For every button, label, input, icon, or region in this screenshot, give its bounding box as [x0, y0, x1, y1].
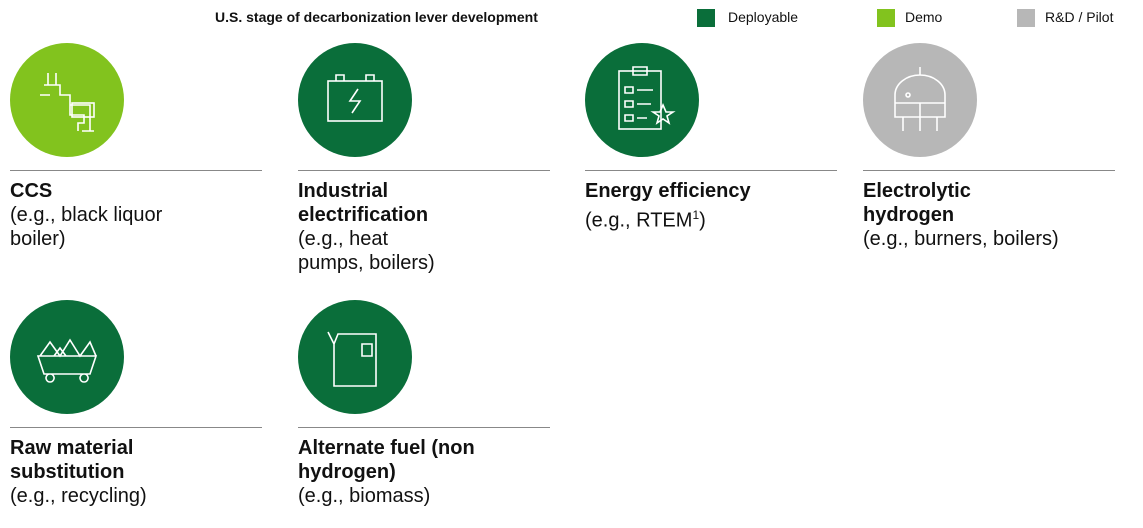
- divider: [585, 170, 837, 171]
- divider: [298, 170, 550, 171]
- lever-title: Electrolytic: [863, 180, 971, 202]
- lever-icon: [10, 43, 124, 157]
- legend-label: Demo: [905, 9, 943, 25]
- lever-example: (e.g., biomass): [298, 484, 475, 508]
- lever-text: Raw material substitution (e.g., recycling…: [10, 436, 147, 508]
- lever-example: (e.g., heat: [298, 227, 435, 251]
- lever-text: Alternate fuel (non hydrogen) (e.g., bioma…: [298, 436, 475, 508]
- lever-card: Alternate fuel (non hydrogen) (e.g., bioma…: [298, 300, 550, 507]
- icon-glyph: [36, 338, 98, 383]
- lever-card: Raw material substitution (e.g., recycling…: [10, 300, 262, 507]
- lever-icon: [298, 43, 412, 157]
- lever-title: hydrogen): [298, 461, 396, 483]
- lever-example: boiler): [10, 227, 162, 251]
- lever-card: Electrolytic hydrogen (e.g., burners, boil…: [863, 43, 1115, 250]
- footnote-ref: 1: [692, 208, 700, 222]
- lever-icon: [298, 300, 412, 414]
- lever-title: CCS: [10, 180, 53, 202]
- example-text: (e.g., RTEM: [585, 209, 693, 232]
- icon-glyph: [327, 331, 377, 387]
- icon-glyph: [327, 74, 383, 122]
- example-text: ): [699, 209, 706, 232]
- lever-text: Industrial electrification (e.g., heat pump…: [298, 179, 435, 275]
- example-text: (e.g., heat: [298, 228, 389, 250]
- lever-text: CCS (e.g., black liquor boiler): [10, 179, 162, 251]
- icon-glyph: [894, 67, 946, 131]
- lever-card: Energy efficiency (e.g., RTEM1): [585, 43, 837, 232]
- lever-card: Industrial electrification (e.g., heat pump…: [298, 43, 550, 274]
- lever-example: (e.g., black liquor: [10, 203, 162, 227]
- lever-example: (e.g., recycling): [10, 484, 147, 508]
- lever-example: (e.g., burners, boilers): [863, 227, 1059, 251]
- example-text: boiler): [10, 228, 66, 250]
- lever-text: Energy efficiency (e.g., RTEM1): [585, 179, 751, 233]
- divider: [298, 427, 550, 428]
- lever-card: CCS (e.g., black liquor boiler): [10, 43, 262, 250]
- example-text: (e.g., burners, boilers): [863, 228, 1059, 250]
- legend-swatch: [877, 9, 895, 27]
- divider: [10, 170, 262, 171]
- lever-text: Electrolytic hydrogen (e.g., burners, boil…: [863, 179, 1059, 251]
- legend-swatch: [1017, 9, 1035, 27]
- lever-title: substitution: [10, 461, 125, 483]
- example-text: pumps, boilers): [298, 252, 435, 274]
- lever-example: (e.g., RTEM1): [585, 203, 751, 233]
- lever-icon: [10, 300, 124, 414]
- lever-title: electrification: [298, 204, 429, 226]
- lever-title: Energy efficiency: [585, 180, 751, 202]
- lever-icon: [585, 43, 699, 157]
- divider: [10, 427, 262, 428]
- lever-title: Raw material: [10, 437, 134, 459]
- lever-title: Industrial: [298, 180, 389, 202]
- legend-swatch: [697, 9, 715, 27]
- legend-label: R&D / Pilot: [1045, 9, 1114, 25]
- icon-glyph: [40, 73, 95, 132]
- icon-glyph: [618, 66, 676, 130]
- example-text: (e.g., black liquor: [10, 204, 163, 226]
- divider: [863, 170, 1115, 171]
- lever-icon: [863, 43, 977, 157]
- legend-title: U.S. stage of decarbonization lever deve…: [215, 9, 538, 25]
- example-text: (e.g., recycling): [10, 485, 147, 507]
- example-text: (e.g., biomass): [298, 485, 431, 507]
- lever-example: pumps, boilers): [298, 251, 435, 275]
- lever-title: hydrogen: [863, 204, 955, 226]
- legend-label: Deployable: [728, 9, 799, 25]
- lever-title: Alternate fuel (non: [298, 437, 475, 459]
